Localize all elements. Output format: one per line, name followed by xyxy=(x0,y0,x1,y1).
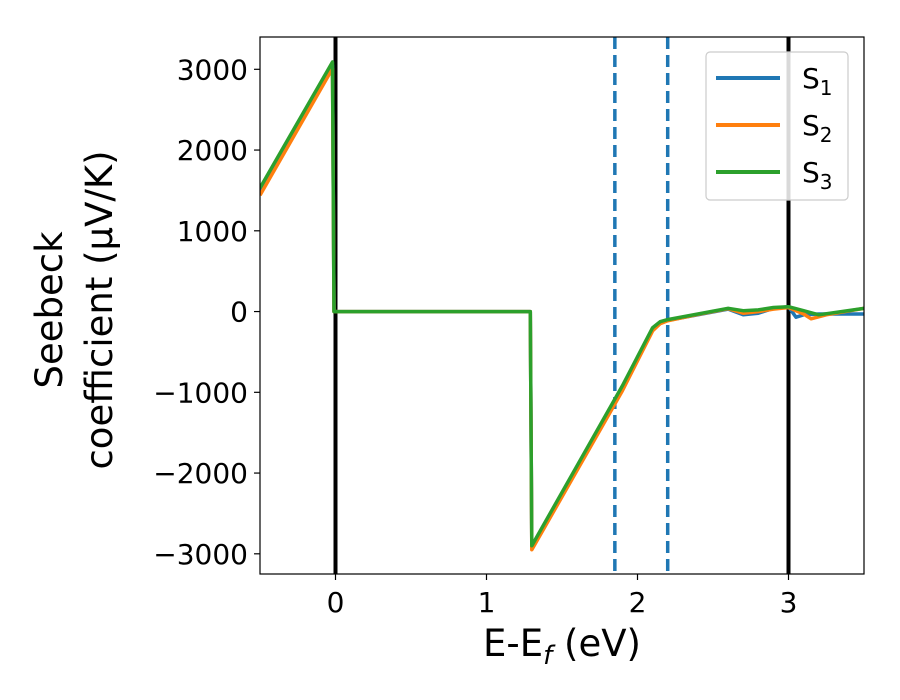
x-tick-label: 1 xyxy=(478,586,496,619)
legend-label-3: S3 xyxy=(802,156,833,194)
axes-frame xyxy=(259,36,865,575)
y-axis-ticks: −3000 −2000 −1000 0 1000 2000 3000 xyxy=(153,53,260,571)
y-axis-label: Seebeck coefficient (μV/K) xyxy=(28,150,121,469)
legend-entries: S1 S2 S3 xyxy=(716,62,833,194)
y-tick-label: 2000 xyxy=(177,134,248,167)
x-axis-label-unit: (eV) xyxy=(552,622,641,665)
x-tick-label: 2 xyxy=(629,586,647,619)
y-tick-label: 3000 xyxy=(177,53,248,86)
legend-label-2: S2 xyxy=(802,109,833,147)
y-tick-label: −1000 xyxy=(153,376,248,409)
x-tick-label: 3 xyxy=(780,586,798,619)
series-line-3 xyxy=(260,60,864,548)
x-axis-label-main: E-E xyxy=(483,622,543,665)
y-tick-label: −3000 xyxy=(153,538,248,571)
y-tick-label: 0 xyxy=(230,296,248,329)
legend-label-1: S1 xyxy=(802,62,833,100)
legend: S1 S2 S3 xyxy=(705,51,849,201)
x-axis-label: E-Ef (eV) xyxy=(483,622,641,671)
y-axis-label-line2: coefficient (μV/K) xyxy=(78,150,121,469)
y-tick-label: 1000 xyxy=(177,215,248,248)
y-tick-label: −2000 xyxy=(153,457,248,490)
series-lines xyxy=(260,60,864,552)
x-axis-ticks: 0 1 2 3 xyxy=(327,574,798,619)
x-tick-label: 0 xyxy=(327,586,345,619)
y-axis-label-line1: Seebeck xyxy=(28,231,71,389)
